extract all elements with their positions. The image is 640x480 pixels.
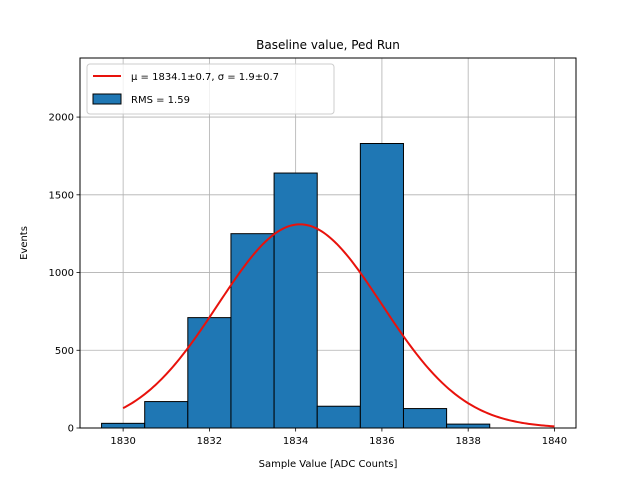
y-axis-label: Events — [19, 226, 30, 260]
x-tick-label: 1834 — [283, 436, 308, 447]
y-tick-label: 500 — [55, 346, 74, 357]
x-tick-label: 1838 — [455, 436, 480, 447]
y-tick-label: 2000 — [49, 113, 74, 124]
y-tick-label: 1500 — [49, 190, 74, 201]
legend-fit-label: μ = 1834.1±0.7, σ = 1.9±0.7 — [131, 72, 279, 83]
histogram-bar — [446, 423, 491, 429]
histogram-bars — [101, 143, 491, 429]
histogram-bar — [187, 317, 232, 429]
y-tick-label: 1000 — [49, 268, 74, 279]
histogram-bar — [101, 422, 146, 429]
y-tick-label: 0 — [68, 424, 74, 435]
legend-bar-swatch — [92, 93, 122, 105]
x-axis-label: Sample Value [ADC Counts] — [259, 459, 398, 470]
x-tick-label: 1830 — [110, 436, 135, 447]
histogram-bar — [316, 405, 361, 429]
histogram-bar — [144, 401, 189, 429]
gaussian-fit — [122, 223, 555, 428]
chart-title: Baseline value, Ped Run — [256, 38, 400, 52]
x-tick-label: 1832 — [197, 436, 222, 447]
legend-fit-mu: μ = 1834.1±0.7, — [131, 72, 218, 83]
histogram-bar — [402, 408, 448, 429]
x-tick-label: 1840 — [542, 436, 567, 447]
legend-fit-sigma: σ = 1.9±0.7 — [218, 72, 279, 83]
axis-ticks: 1830 1832 1834 1836 1838 1840 0 500 1000 1500 2000 — [49, 113, 568, 447]
histogram-bar — [230, 233, 275, 429]
plot-frame — [79, 57, 577, 429]
histogram-bar — [359, 143, 404, 429]
fit-curve — [122, 223, 555, 428]
legend-box — [86, 63, 335, 115]
x-tick-label: 1836 — [369, 436, 394, 447]
legend: μ = 1834.1±0.7, σ = 1.9±0.7 RMS = 1.59 — [86, 63, 335, 115]
histogram-bar — [273, 172, 318, 429]
legend-rms-label: RMS = 1.59 — [131, 95, 190, 106]
